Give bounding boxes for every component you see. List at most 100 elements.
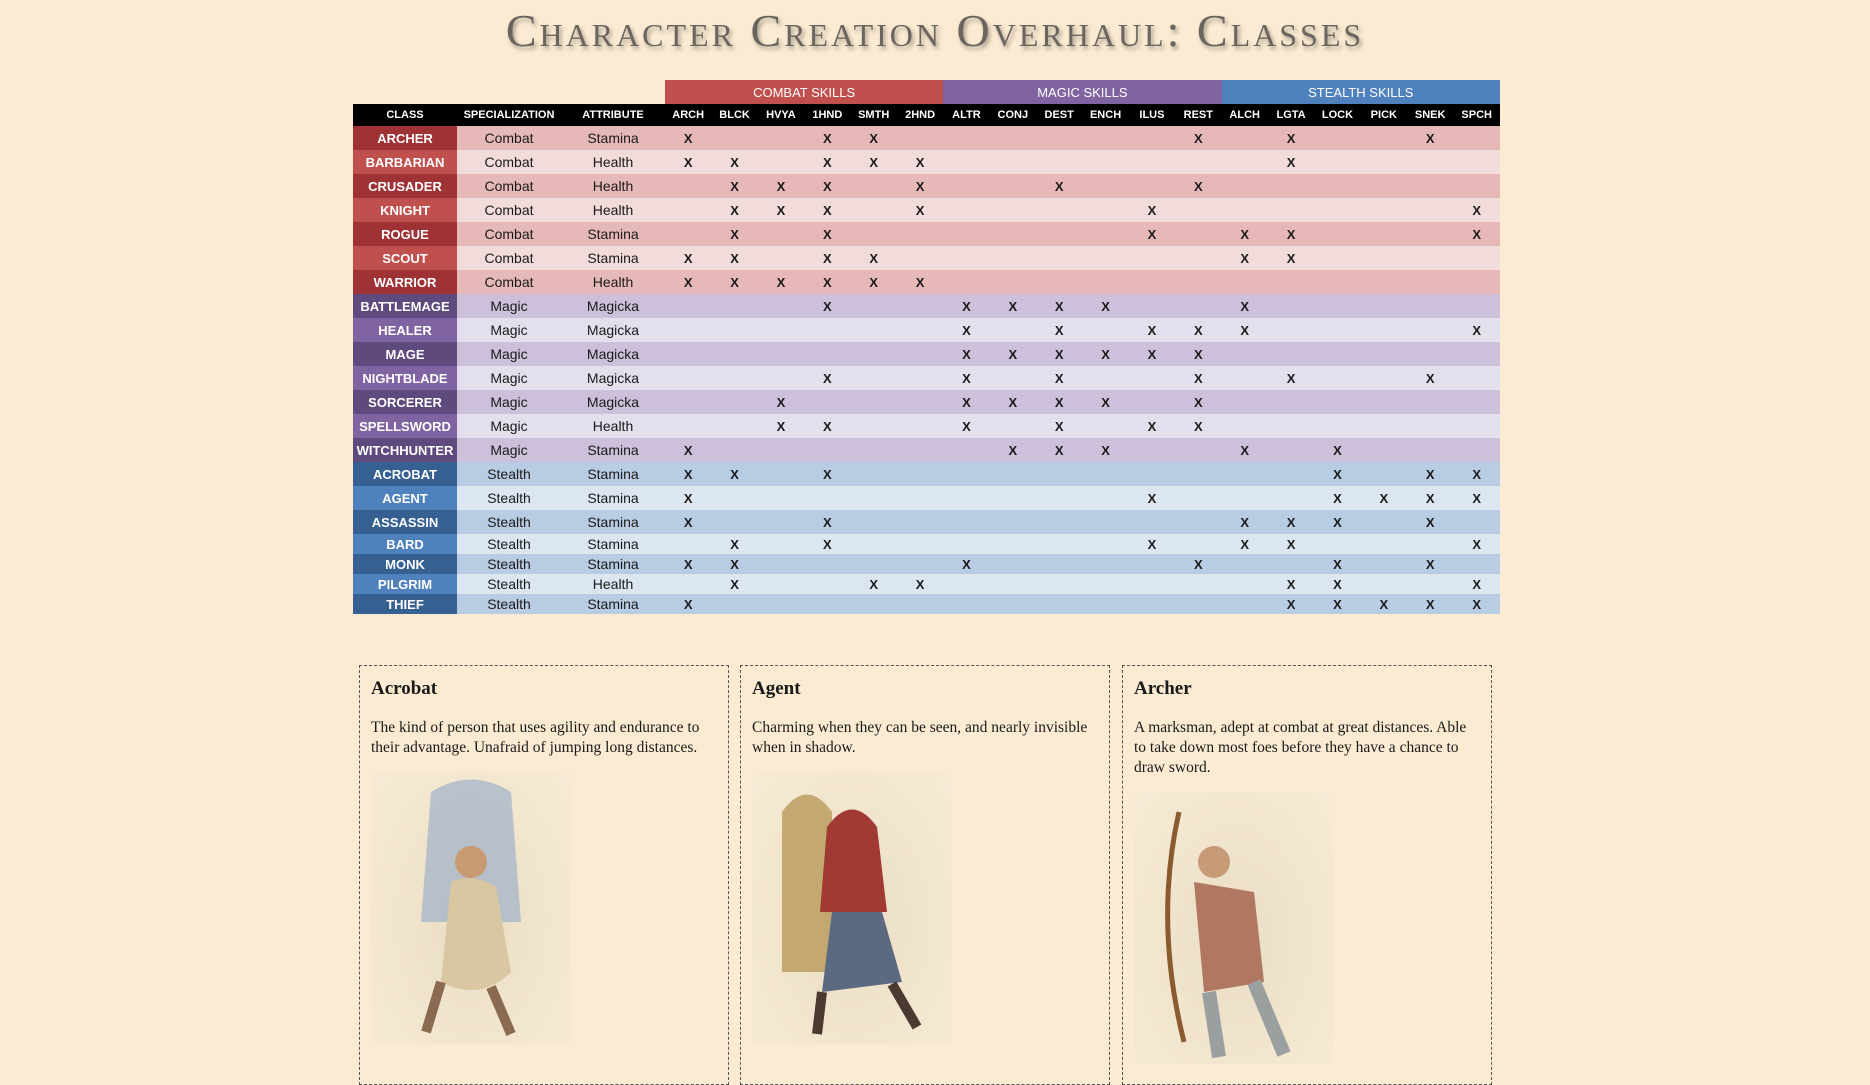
skill-cell [943, 174, 989, 198]
skill-cell [1036, 462, 1082, 486]
skill-mark: X [1147, 490, 1157, 506]
skill-cell [1082, 510, 1128, 534]
skill-mark: X [1101, 394, 1110, 410]
skill-cell [1314, 126, 1360, 150]
skill-cell [1314, 198, 1360, 222]
table-body: ARCHER Combat Stamina X X X X X X BARBARIAN Combat… [353, 126, 1500, 614]
skill-mark: X [730, 226, 739, 242]
class-row: THIEF Stealth Stamina X X X X X X [353, 594, 1500, 614]
skill-cell [1129, 246, 1175, 270]
skill-mark: X [1425, 490, 1435, 506]
class-name: THIEF [353, 594, 457, 614]
skill-cell [1036, 270, 1082, 294]
skill-mark: X [869, 154, 879, 170]
skill-mark: X [683, 154, 693, 170]
skill-cell [1222, 270, 1268, 294]
skill-cell [1129, 270, 1175, 294]
skill-cell [851, 390, 897, 414]
class-name: BARBARIAN [353, 150, 457, 174]
skill-cell [1453, 342, 1500, 366]
skill-cell [711, 486, 757, 510]
skill-mark: X [1333, 576, 1342, 592]
skill-mark: X [822, 536, 832, 552]
skill-cell [665, 222, 711, 246]
skill-mark: X [1240, 442, 1250, 458]
skill-cell [1082, 174, 1128, 198]
skill-mark: X [1008, 442, 1018, 458]
skill-cell [1268, 270, 1314, 294]
skill-cell [990, 174, 1036, 198]
skill-mark: X [915, 274, 925, 290]
skill-cell [943, 270, 989, 294]
column-header: HVYA [757, 104, 805, 126]
class-name: WITCHHUNTER [353, 438, 457, 462]
skill-cell [897, 462, 943, 486]
column-header: DEST [1036, 104, 1083, 126]
attribute: Magicka [586, 298, 640, 314]
skill-cell [1268, 486, 1314, 510]
skill-cell [1268, 390, 1314, 414]
skill-mark: X [1193, 556, 1203, 572]
skill-cell [897, 222, 943, 246]
specialization: Stealth [487, 576, 531, 592]
skill-mark: X [730, 202, 739, 218]
skill-cell [1036, 246, 1082, 270]
attribute: Stamina [587, 466, 639, 482]
skill-cell [990, 462, 1036, 486]
class-row: ASSASSIN Stealth Stamina X X X X X X [353, 510, 1500, 534]
skill-mark: X [1425, 596, 1435, 612]
class-table: COMBAT SKILLS MAGIC SKILLS STEALTH SKILL… [353, 80, 1500, 614]
skill-cell [1036, 574, 1082, 594]
skill-mark: X [822, 514, 832, 530]
page-body: Character Creation Overhaul: Classes COM… [353, 5, 1500, 1085]
skill-cell [943, 594, 989, 614]
skill-cell [665, 174, 711, 198]
skill-mark: X [683, 466, 693, 482]
skill-cell [1129, 438, 1175, 462]
column-header: REST [1175, 104, 1222, 126]
specialization: Magic [490, 346, 528, 362]
skill-cell [665, 390, 711, 414]
skill-cell [1082, 462, 1128, 486]
skill-mark: X [1054, 322, 1064, 338]
skill-cell [1314, 246, 1360, 270]
skill-mark: X [822, 130, 832, 146]
skill-cell [1314, 270, 1360, 294]
skill-cell [1082, 486, 1128, 510]
skill-cell [758, 510, 804, 534]
skill-cell [1222, 198, 1268, 222]
skill-mark: X [1379, 596, 1389, 612]
class-card: Acrobat The kind of person that uses agi… [359, 665, 729, 1085]
attribute: Stamina [587, 490, 639, 506]
skill-mark: X [1147, 322, 1157, 338]
skill-cell [1082, 126, 1128, 150]
skill-mark: X [1472, 322, 1482, 338]
skill-cell [1268, 462, 1314, 486]
skill-cell [1175, 198, 1221, 222]
skill-mark: X [915, 202, 925, 218]
class-row: SCOUT Combat Stamina X X X X X X [353, 246, 1500, 270]
skill-mark: X [683, 490, 693, 506]
skill-cell [897, 594, 943, 614]
skill-mark: X [1147, 418, 1157, 434]
skill-mark: X [683, 556, 693, 572]
skill-cell [897, 534, 943, 554]
skill-cell [1082, 574, 1128, 594]
skill-mark: X [1286, 576, 1296, 592]
skill-mark: X [776, 202, 786, 218]
skill-mark: X [683, 274, 693, 290]
column-header: 2HND [896, 104, 944, 126]
card-title: Archer [1134, 678, 1192, 699]
column-header-row: CLASS SPECIALIZATION ATTRIBUTE ARCH BLCK HVYA… [353, 104, 1500, 126]
class-name: MAGE [353, 342, 457, 366]
skill-mark: X [1193, 418, 1203, 434]
class-row: SPELLSWORD Magic Health X X X X X X [353, 414, 1500, 438]
column-header: LOCK [1314, 104, 1361, 126]
skill-cell [851, 462, 897, 486]
skill-cell [1407, 438, 1453, 462]
skill-mark: X [1425, 466, 1435, 482]
column-header: ALTR [943, 104, 990, 126]
skill-cell [990, 414, 1036, 438]
skill-mark: X [1054, 178, 1064, 194]
skill-mark: X [962, 346, 971, 362]
